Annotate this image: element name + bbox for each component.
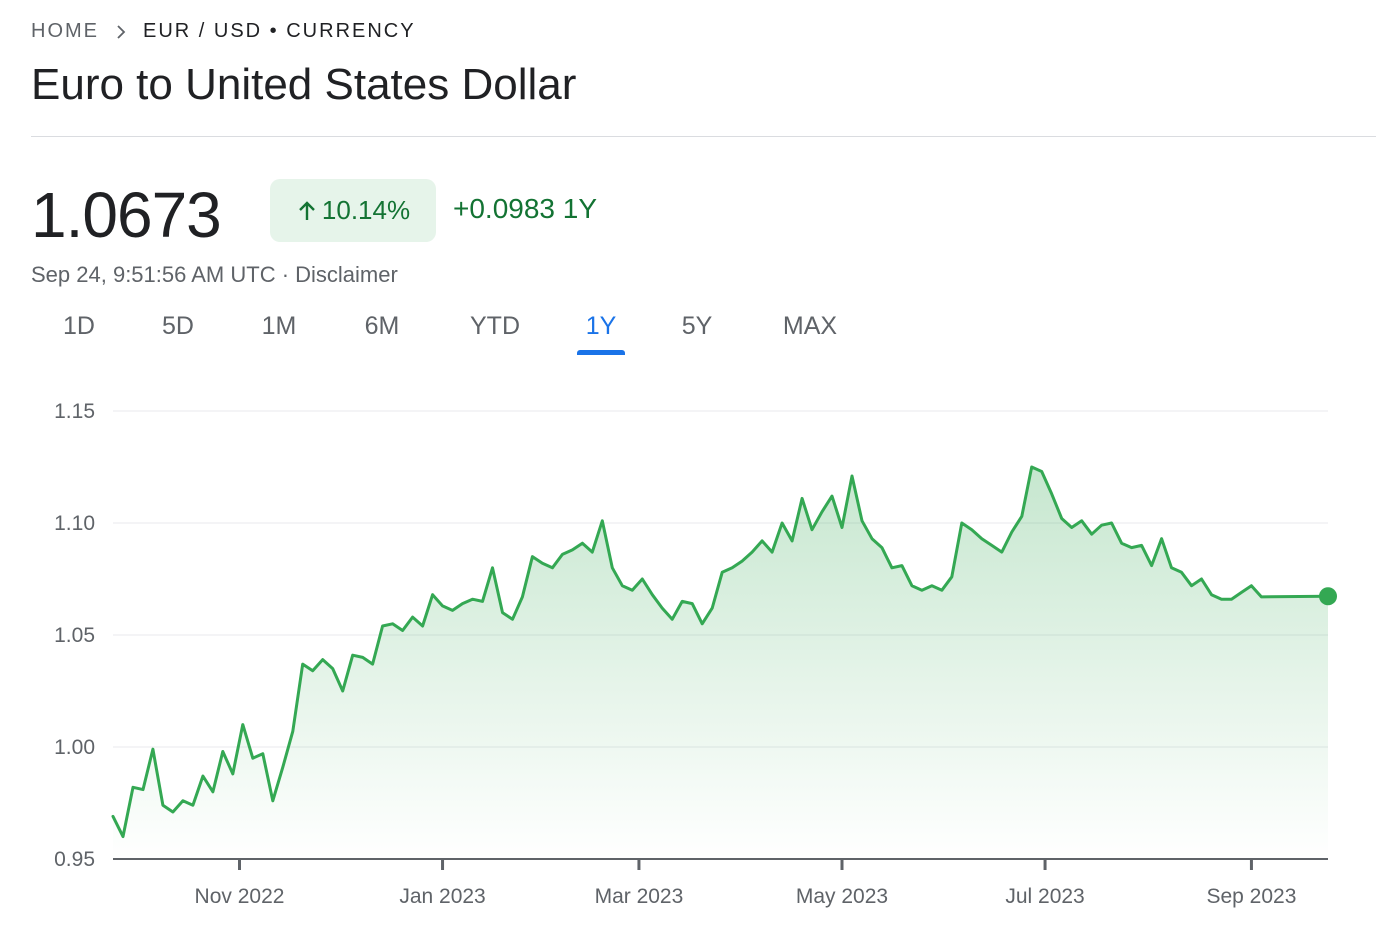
series-line xyxy=(111,465,1330,839)
chevron-right-icon xyxy=(117,24,126,39)
tab-1y[interactable]: 1Y xyxy=(585,312,617,340)
disclaimer-link[interactable]: Disclaimer xyxy=(295,262,398,287)
quote-timestamp: Sep 24, 9:51:56 AM UTC · xyxy=(31,262,296,287)
breadcrumb-home-link[interactable]: HOME xyxy=(31,20,99,42)
price-chart[interactable]: 1.15 1.10 1.05 1.00 0.95 Nov 2022 Jan 2023 Mar … xyxy=(0,360,1376,940)
x-tick-label: Sep 2023 xyxy=(1206,885,1296,908)
tab-6m[interactable]: 6M xyxy=(364,312,400,340)
page-title: Euro to United States Dollar xyxy=(31,60,577,109)
change-absolute: +0.0983 1Y xyxy=(453,193,598,224)
x-tick-label: May 2023 xyxy=(796,885,888,908)
header-divider xyxy=(31,136,1376,137)
y-tick-label: 1.15 xyxy=(54,400,95,423)
y-tick-label: 1.05 xyxy=(54,624,95,647)
active-tab-indicator xyxy=(577,350,625,355)
quote-meta: Sep 24, 9:51:56 AM UTC · Disclaimer xyxy=(31,262,398,288)
tab-1d[interactable]: 1D xyxy=(63,312,95,340)
tab-5d[interactable]: 5D xyxy=(162,312,194,340)
x-tick-label: Mar 2023 xyxy=(595,885,684,908)
tab-1m[interactable]: 1M xyxy=(261,312,297,340)
change-percent-value: 10.14% xyxy=(321,195,411,225)
y-tick-label: 0.95 xyxy=(54,848,95,871)
x-tick-label: Jan 2023 xyxy=(399,885,485,908)
current-price: 1.0673 xyxy=(31,179,222,251)
tab-5y[interactable]: 5Y xyxy=(681,312,713,340)
range-tabs: 1D 5D 1M 6M YTD 1Y 5Y MAX xyxy=(0,312,1376,358)
y-tick-label: 1.10 xyxy=(54,512,95,535)
breadcrumb: HOME EUR / USD • CURRENCY xyxy=(31,20,416,43)
series-area xyxy=(113,467,1328,859)
last-point-marker xyxy=(1319,587,1337,606)
arrow-up-icon xyxy=(299,200,315,220)
x-tick-label: Jul 2023 xyxy=(1005,885,1084,908)
tab-ytd[interactable]: YTD xyxy=(470,312,520,340)
x-tick-label: Nov 2022 xyxy=(195,885,285,908)
breadcrumb-current: EUR / USD • CURRENCY xyxy=(143,20,416,42)
y-tick-label: 1.00 xyxy=(54,736,95,759)
tab-max[interactable]: MAX xyxy=(782,312,838,340)
change-percent-badge: 10.14% xyxy=(270,179,436,242)
